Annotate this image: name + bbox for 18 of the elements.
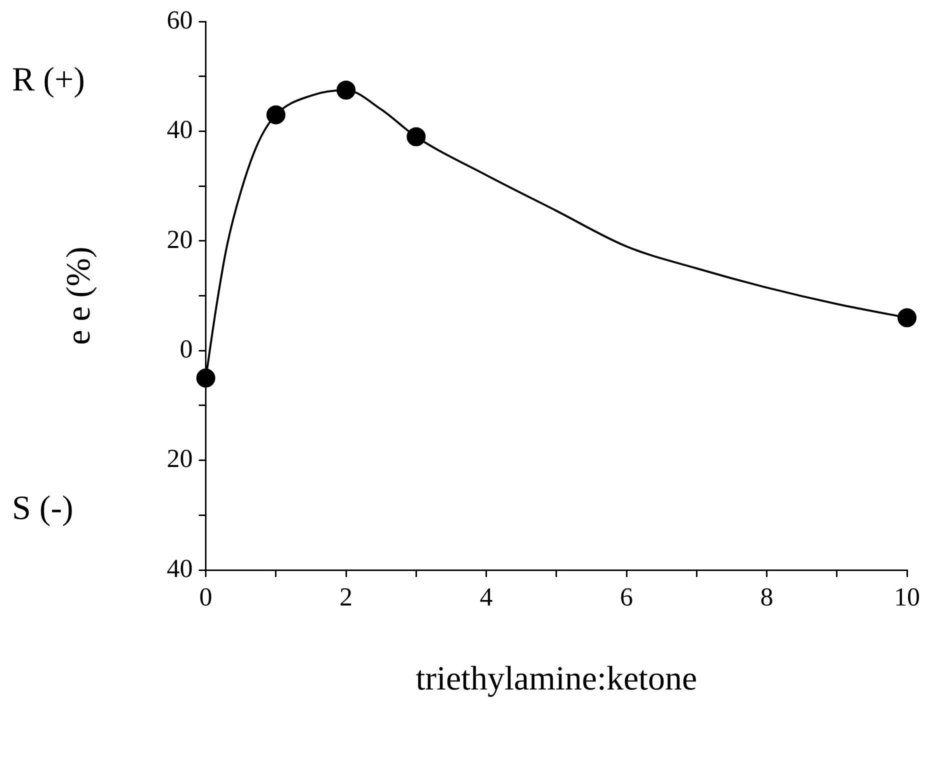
x-axis-title: triethylamine:ketone <box>416 660 698 698</box>
y-tick-label: 20 <box>166 444 193 474</box>
y-tick-label: 60 <box>166 5 193 34</box>
y-tick-label: 40 <box>166 554 193 583</box>
x-tick-label: 10 <box>894 582 920 612</box>
text: S (-) <box>12 490 74 527</box>
y-tick-label: 0 <box>180 334 193 364</box>
y-axis-title: e e (%) <box>60 246 98 345</box>
point <box>196 368 216 388</box>
point <box>898 308 916 328</box>
x-tick-label: 8 <box>760 582 774 612</box>
y-tick-label: 20 <box>166 224 193 254</box>
x-tick-label: 0 <box>199 582 212 612</box>
x-tick-label: 2 <box>340 582 353 612</box>
x-tick-label: 4 <box>480 582 493 612</box>
x-tick-label: 6 <box>620 582 634 612</box>
y-tick-label: 40 <box>166 115 193 144</box>
text: R (+) <box>12 62 85 99</box>
